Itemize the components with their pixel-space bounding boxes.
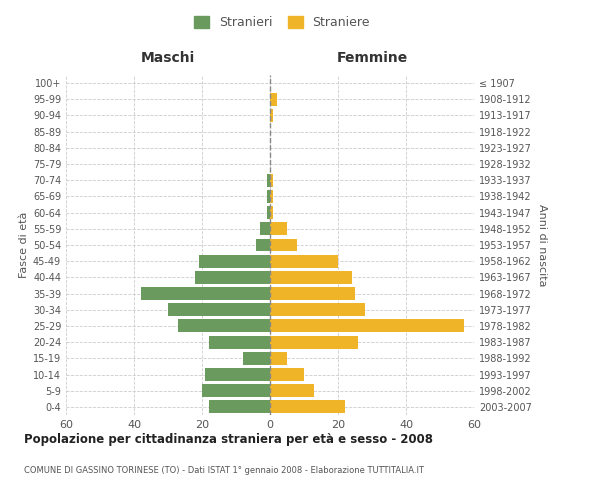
Bar [195, 271, 270, 284]
Bar [270, 287, 355, 300]
Bar [205, 368, 270, 381]
Bar [266, 190, 270, 203]
Bar [270, 174, 274, 186]
Bar [256, 238, 270, 252]
Text: COMUNE DI GASSINO TORINESE (TO) - Dati ISTAT 1° gennaio 2008 - Elaborazione TUTT: COMUNE DI GASSINO TORINESE (TO) - Dati I… [24, 466, 424, 475]
Text: Femmine: Femmine [337, 51, 407, 65]
Bar [270, 238, 297, 252]
Bar [270, 206, 274, 219]
Bar [270, 352, 287, 365]
Bar [260, 222, 270, 235]
Bar [266, 206, 270, 219]
Y-axis label: Anni di nascita: Anni di nascita [537, 204, 547, 286]
Text: Maschi: Maschi [141, 51, 195, 65]
Bar [270, 109, 274, 122]
Bar [270, 320, 464, 332]
Bar [270, 190, 274, 203]
Bar [168, 304, 270, 316]
Bar [270, 254, 338, 268]
Bar [209, 400, 270, 413]
Bar [202, 384, 270, 397]
Text: Popolazione per cittadinanza straniera per età e sesso - 2008: Popolazione per cittadinanza straniera p… [24, 432, 433, 446]
Bar [141, 287, 270, 300]
Legend: Stranieri, Straniere: Stranieri, Straniere [189, 11, 375, 34]
Bar [270, 93, 277, 106]
Bar [209, 336, 270, 348]
Bar [178, 320, 270, 332]
Bar [270, 336, 358, 348]
Bar [270, 222, 287, 235]
Bar [270, 304, 365, 316]
Bar [270, 400, 345, 413]
Bar [199, 254, 270, 268]
Bar [266, 174, 270, 186]
Bar [270, 384, 314, 397]
Y-axis label: Fasce di età: Fasce di età [19, 212, 29, 278]
Bar [270, 368, 304, 381]
Bar [243, 352, 270, 365]
Bar [270, 271, 352, 284]
